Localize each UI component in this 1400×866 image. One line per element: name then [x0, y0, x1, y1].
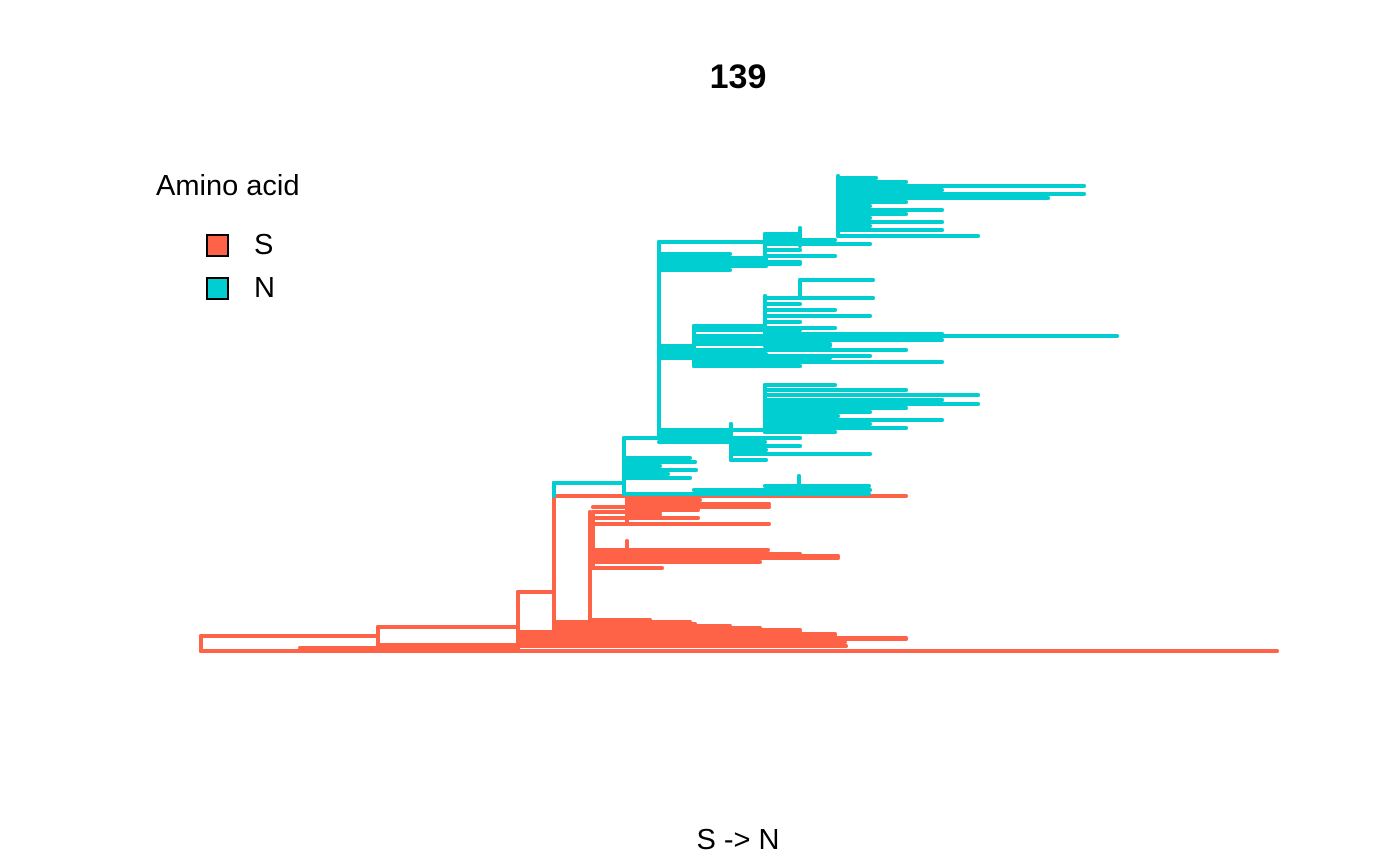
legend-title: Amino acid [156, 170, 300, 202]
x-caption: S -> N [696, 824, 780, 856]
legend-key-s [206, 234, 229, 257]
plot-title: 139 [709, 58, 767, 96]
legend-item-s: S [206, 229, 273, 262]
legend-item-n: N [206, 272, 275, 305]
legend-label-s: S [254, 229, 274, 261]
legend-key-n [206, 277, 229, 300]
legend-label-n: N [254, 272, 275, 304]
